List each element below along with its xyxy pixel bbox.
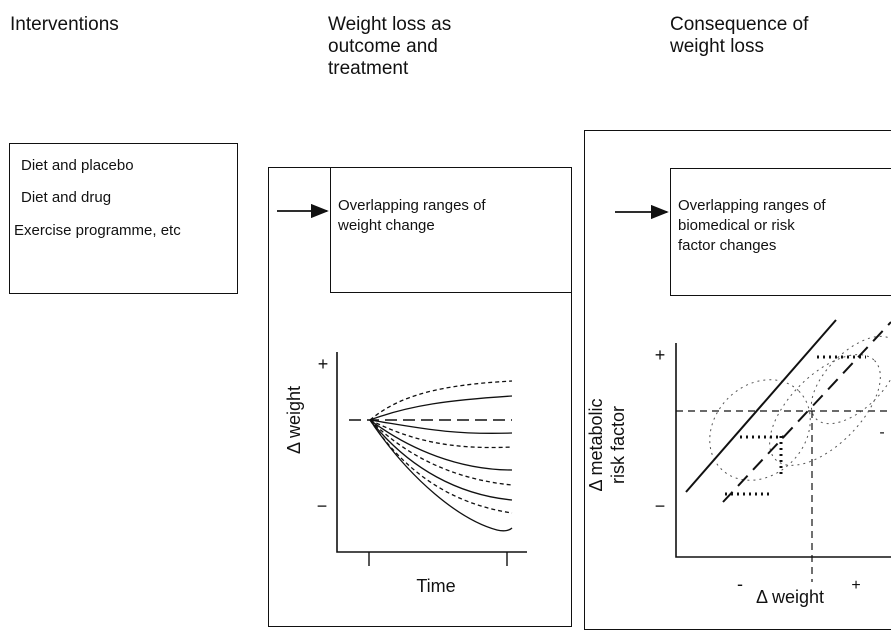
curve-4 [369, 419, 513, 449]
time-axis-label: Time [416, 576, 455, 596]
weight-x-axis-label: Δ weight [756, 587, 824, 607]
curve-9 [369, 419, 513, 532]
curve-5 [369, 419, 513, 471]
arrows-layer [277, 203, 669, 220]
curve-3 [369, 419, 513, 434]
risk-weight-axes [675, 343, 891, 558]
weight-axis-label: Δ weight [284, 386, 304, 454]
weight-x-plus-label: + [851, 577, 860, 594]
risk-axis-label-line1: Δ metabolic [586, 398, 606, 491]
intervention-item-drug: Diet and drug [21, 189, 112, 206]
weight-curves [369, 380, 513, 532]
intervention-item-placebo: Diet and placebo [21, 157, 134, 174]
regression-line-solid [685, 319, 837, 493]
interventions-box [9, 143, 238, 294]
scatter-cloud-right [810, 335, 891, 425]
intervention-item-exercise: Exercise programme, etc [14, 222, 181, 239]
curve-6 [369, 419, 513, 486]
curve-2 [369, 395, 513, 421]
curve-1 [369, 380, 513, 421]
risk-minus-label: − [655, 496, 666, 516]
weight-minus-label: − [317, 496, 328, 516]
weight-time-axes [336, 352, 527, 553]
risk-plus-label: + [655, 345, 666, 365]
risk-factor-box [670, 168, 891, 296]
risk-factor-text: Overlapping ranges of biomedical or risk… [678, 197, 826, 254]
weight-change-text: Overlapping ranges of weight change [338, 197, 486, 234]
weight-plus-label: + [318, 354, 329, 374]
header-interventions: Interventions [10, 14, 119, 35]
header-weight-loss: Weight loss as outcome and treatment [328, 14, 452, 79]
regression-line-dashed [722, 321, 891, 503]
risk-right-minus-label: - [879, 424, 884, 441]
weight-x-minus-label: - [737, 574, 743, 594]
scatter-cloud-middle [769, 354, 881, 466]
curve-7 [369, 419, 513, 501]
weight-change-box [330, 167, 572, 293]
weight-time-chart: + − Δ weight Time [284, 352, 527, 596]
risk-weight-chart: + − - + - Δ metabolic risk factor Δ weig… [586, 319, 891, 607]
scatter-cloud-left [709, 379, 811, 481]
dotted-region-markers [725, 355, 866, 496]
scatter-clouds [709, 335, 891, 481]
header-consequence: Consequence of weight loss [670, 14, 809, 57]
risk-axis-label-line2: risk factor [608, 406, 628, 484]
